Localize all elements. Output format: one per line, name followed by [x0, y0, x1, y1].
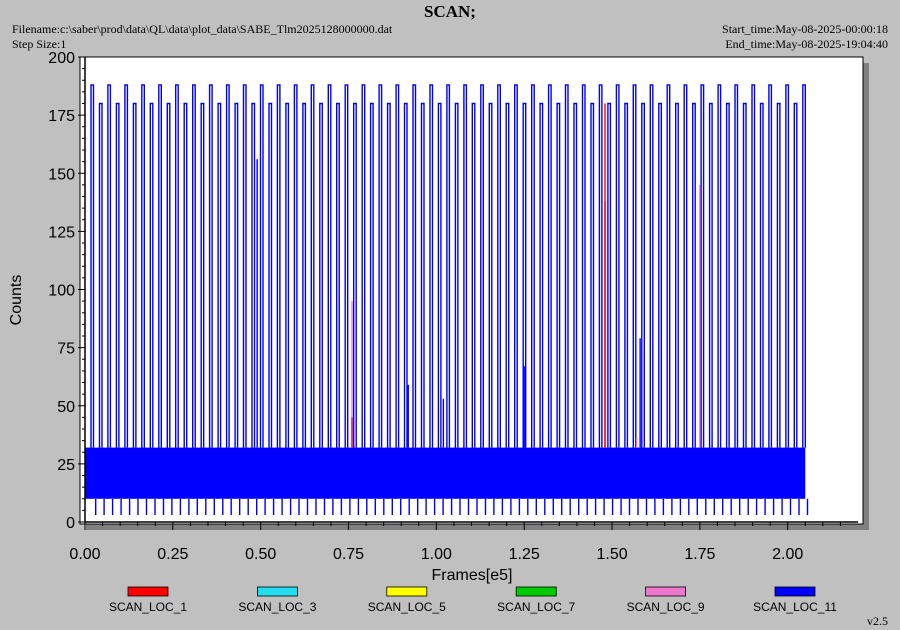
legend-label: SCAN_LOC_11 [753, 600, 837, 614]
y-tick-label: 0 [66, 515, 75, 532]
x-tick-label: 0.75 [333, 546, 364, 563]
end-time-readout: End_time:May-08-2025-19:04:40 [725, 37, 888, 52]
legend-label: SCAN_LOC_5 [368, 600, 446, 614]
legend-swatch [256, 586, 298, 597]
legend-label: SCAN_LOC_1 [109, 600, 187, 614]
legend-swatch [515, 586, 557, 597]
y-axis-label: Counts [8, 275, 25, 326]
legend-label: SCAN_LOC_7 [497, 600, 575, 614]
start-time-label: Start_time: [722, 22, 776, 36]
legend-swatch [386, 586, 428, 597]
legend-swatch [127, 586, 169, 597]
x-tick-label: 1.25 [509, 546, 540, 563]
legend: SCAN_LOC_1 SCAN_LOC_3 SCAN_LOC_5 SCAN_LOC_7… [109, 586, 837, 614]
legend-label: SCAN_LOC_9 [627, 600, 705, 614]
plot-area [79, 56, 864, 525]
start-time-readout: Start_time:May-08-2025-00:00:18 [722, 22, 888, 37]
y-tick-label: 100 [48, 283, 75, 300]
y-tick-label: 50 [57, 399, 75, 416]
y-tick-label: 175 [48, 108, 75, 125]
x-axis-label: Frames[e5] [432, 567, 513, 584]
x-tick-label: 1.00 [421, 546, 452, 563]
end-time-value: May-08-2025-19:04:40 [775, 37, 888, 51]
x-tick-label: 0.00 [69, 546, 100, 563]
stepsize-label: Step Size: [12, 37, 61, 51]
y-tick-label: 150 [48, 166, 75, 183]
x-tick-label: 0.25 [157, 546, 188, 563]
legend-swatch [645, 586, 686, 597]
scan-loc-11-band [85, 447, 806, 499]
x-tick-label: 1.75 [684, 546, 715, 563]
x-tick-label: 2.00 [772, 546, 803, 563]
filename-label: Filename: [12, 22, 60, 36]
filename-value: c:\saber\prod\data\QL\data\plot_data\SAB… [60, 22, 393, 36]
start-time-value: May-08-2025-00:00:18 [775, 22, 888, 36]
filename-readout: Filename:c:\saber\prod\data\QL\data\plot… [12, 22, 392, 37]
chart-title: SCAN; [424, 2, 476, 21]
axis-layer: 0 25 50 75 100 125 150 175 200 0.00 0.25 0.50 0.75 1.… [48, 50, 858, 563]
end-time-label: End_time: [725, 37, 776, 51]
stepsize-readout: Step Size:1 [12, 37, 66, 52]
y-tick-label: 200 [48, 50, 75, 67]
x-tick-label: 0.50 [245, 546, 276, 563]
legend-swatch [774, 586, 816, 597]
y-tick-label: 125 [48, 224, 75, 241]
legend-label: SCAN_LOC_3 [238, 600, 316, 614]
y-tick-label: 75 [57, 341, 75, 358]
version-label: v2.5 [867, 614, 888, 628]
series-layer [85, 84, 809, 515]
y-tick-label: 25 [57, 457, 75, 474]
scan-loc-11-pulses [90, 84, 809, 515]
stepsize-value: 1 [60, 37, 67, 51]
x-tick-label: 1.50 [596, 546, 627, 563]
